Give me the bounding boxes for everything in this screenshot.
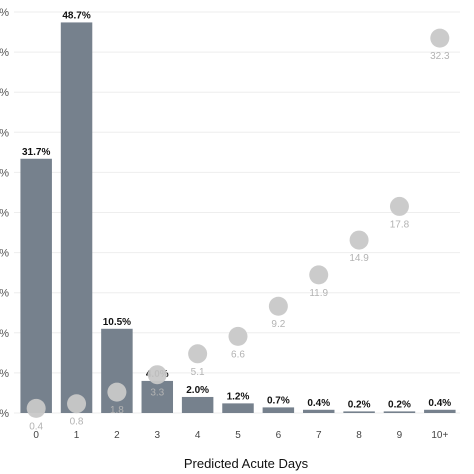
point-labels: 0.4 0.8 1.8 3.3 5.1 6.6 9.2 11.9 14.9 17.8 32.3 bbox=[29, 51, 450, 432]
bar-label: 0.7% bbox=[267, 395, 290, 406]
bar-label: 1.2% bbox=[227, 391, 250, 402]
point bbox=[107, 382, 127, 402]
y-tick-labels: %%%%%%%%%%% bbox=[0, 7, 9, 420]
y-tick-label: % bbox=[0, 288, 9, 300]
y-tick-label: % bbox=[0, 87, 9, 99]
y-tick-label: % bbox=[0, 368, 9, 380]
point bbox=[188, 344, 208, 364]
point-label: 32.3 bbox=[430, 51, 450, 62]
bar bbox=[424, 409, 456, 413]
bar bbox=[60, 22, 93, 414]
bar bbox=[302, 409, 335, 413]
y-tick-label: % bbox=[0, 167, 9, 179]
x-tick-label: 1 bbox=[74, 430, 80, 441]
point bbox=[430, 28, 450, 48]
x-tick-label: 9 bbox=[397, 430, 403, 441]
bar-label: 31.7% bbox=[22, 147, 50, 158]
point bbox=[26, 398, 46, 418]
bar-label: 0.2% bbox=[348, 399, 371, 410]
x-tick-label: 4 bbox=[195, 430, 201, 441]
point-label: 11.9 bbox=[309, 288, 328, 299]
bar bbox=[20, 158, 52, 413]
point bbox=[349, 230, 369, 250]
y-tick-label: % bbox=[0, 127, 9, 139]
x-tick-label: 8 bbox=[356, 430, 362, 441]
x-tick-label: 7 bbox=[316, 430, 322, 441]
y-tick-label: % bbox=[0, 408, 9, 420]
point-label: 6.6 bbox=[231, 349, 245, 360]
point bbox=[228, 326, 248, 346]
point-label: 0.8 bbox=[70, 417, 84, 428]
point bbox=[147, 365, 167, 385]
bar-label: 0.4% bbox=[307, 398, 330, 409]
points bbox=[26, 28, 450, 418]
bar-label: 0.4% bbox=[428, 398, 451, 409]
x-tick-label: 6 bbox=[276, 430, 282, 441]
point-label: 1.8 bbox=[110, 405, 124, 416]
point bbox=[67, 394, 87, 414]
bars bbox=[20, 22, 456, 414]
bar bbox=[181, 396, 214, 413]
y-tick-label: % bbox=[0, 208, 9, 220]
bar bbox=[141, 380, 174, 413]
point-label: 14.9 bbox=[349, 253, 369, 264]
bar-label: 10.5% bbox=[103, 317, 131, 328]
point bbox=[309, 265, 329, 285]
y-tick-label: % bbox=[0, 47, 9, 59]
x-tick-labels: 0 1 2 3 4 5 6 7 8 9 10+ bbox=[33, 430, 448, 441]
y-tick-label: % bbox=[0, 328, 9, 340]
bar-label: 48.7% bbox=[62, 10, 90, 21]
y-tick-label: % bbox=[0, 7, 9, 19]
point bbox=[389, 196, 409, 216]
x-axis-label: Predicted Acute Days bbox=[184, 456, 309, 471]
x-tick-label: 2 bbox=[114, 430, 120, 441]
point-label: 3.3 bbox=[150, 388, 164, 399]
point-label: 0.4 bbox=[29, 421, 43, 432]
y-tick-label: % bbox=[0, 248, 9, 260]
bar bbox=[262, 407, 295, 413]
bar-label: 2.0% bbox=[186, 385, 209, 396]
point bbox=[268, 296, 288, 316]
point-label: 5.1 bbox=[191, 367, 205, 378]
point-label: 17.8 bbox=[390, 219, 410, 230]
bar-labels: 31.7%48.7%10.5%4.0%2.0%1.2%0.7%0.4%0.2%0… bbox=[22, 10, 451, 410]
bar bbox=[343, 411, 375, 413]
point-label: 9.2 bbox=[271, 319, 285, 330]
x-tick-label: 3 bbox=[154, 430, 160, 441]
x-tick-label: 0 bbox=[33, 430, 39, 441]
bar bbox=[222, 403, 254, 413]
bar-label: 0.2% bbox=[388, 399, 411, 410]
x-tick-label: 5 bbox=[235, 430, 241, 441]
bar bbox=[383, 411, 416, 413]
x-tick-label: 10+ bbox=[431, 430, 448, 441]
